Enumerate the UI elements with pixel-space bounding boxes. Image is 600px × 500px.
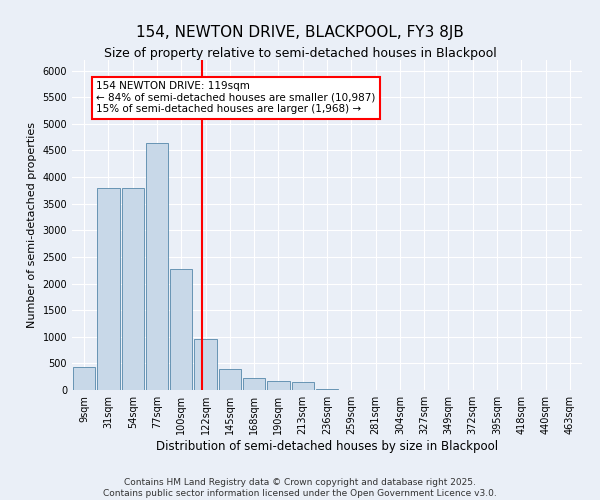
Text: 154 NEWTON DRIVE: 119sqm
← 84% of semi-detached houses are smaller (10,987)
15% : 154 NEWTON DRIVE: 119sqm ← 84% of semi-d… [96,82,376,114]
Bar [146,142,168,390]
Bar [97,188,119,390]
Bar [194,340,217,390]
X-axis label: Distribution of semi-detached houses by size in Blackpool: Distribution of semi-detached houses by … [156,440,498,453]
Bar [243,378,265,390]
Bar [122,188,144,390]
Bar [170,269,193,390]
Text: Contains HM Land Registry data © Crown copyright and database right 2025.
Contai: Contains HM Land Registry data © Crown c… [103,478,497,498]
Bar [292,382,314,390]
Text: 154, NEWTON DRIVE, BLACKPOOL, FY3 8JB: 154, NEWTON DRIVE, BLACKPOOL, FY3 8JB [136,25,464,40]
Bar [73,367,95,390]
Bar [267,382,290,390]
Bar [218,369,241,390]
Y-axis label: Number of semi-detached properties: Number of semi-detached properties [27,122,37,328]
Text: Size of property relative to semi-detached houses in Blackpool: Size of property relative to semi-detach… [104,48,496,60]
